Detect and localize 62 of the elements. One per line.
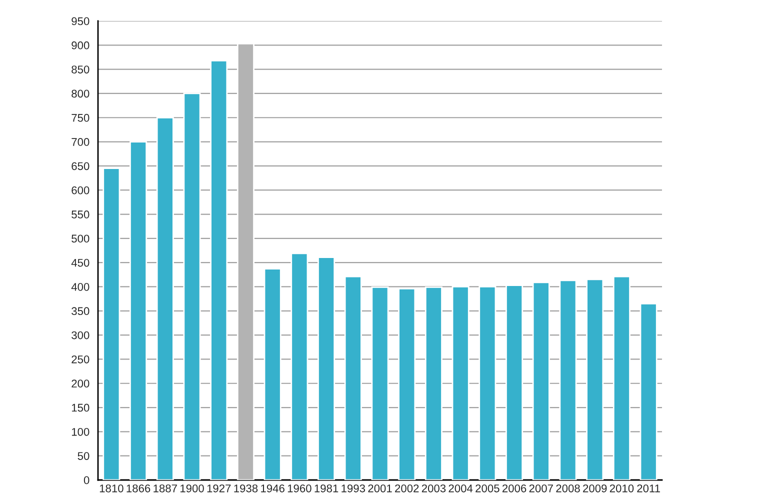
bar	[371, 286, 389, 480]
y-tick-label: 950	[72, 17, 90, 26]
x-tick-label: 2011	[637, 484, 660, 492]
y-tick-label: 700	[72, 138, 90, 146]
x-tick-label: 2004	[448, 484, 473, 492]
bar	[586, 278, 604, 480]
x-tick-label: 1900	[180, 484, 204, 492]
x-tick-label: 2003	[422, 484, 446, 492]
x-tick-label: 1927	[207, 484, 231, 492]
x-tick-label: 1960	[288, 484, 312, 492]
y-tick-label: 100	[72, 428, 90, 436]
y-tick-label: 900	[72, 41, 90, 50]
y-tick-label: 850	[72, 66, 90, 74]
bar	[424, 286, 442, 480]
bar	[559, 280, 577, 480]
x-tick-label: 1938	[234, 484, 258, 492]
y-tick-label: 750	[72, 114, 90, 122]
x-tick-label: 1810	[100, 484, 124, 492]
bar	[452, 286, 470, 480]
y-tick-label: 350	[72, 307, 90, 316]
bar	[236, 43, 254, 480]
x-tick-label: 2002	[395, 484, 419, 492]
bar	[640, 302, 658, 480]
x-tick-label: 1981	[314, 484, 338, 492]
bar	[478, 286, 496, 480]
bar	[506, 284, 524, 480]
y-tick-label: 650	[72, 162, 90, 170]
y-tick-label: 250	[72, 355, 90, 364]
y-tick-label: 500	[72, 234, 90, 243]
bar	[290, 252, 308, 480]
y-tick-label: 150	[72, 404, 90, 412]
bar	[532, 282, 550, 480]
bar	[210, 60, 228, 480]
y-tick-label: 200	[72, 380, 90, 388]
bar	[102, 168, 120, 480]
x-tick-label: 2005	[476, 484, 500, 492]
y-tick-label: 400	[71, 283, 90, 291]
y-tick-label: 600	[72, 186, 90, 194]
bar	[264, 268, 282, 480]
bar	[156, 116, 174, 480]
bar	[183, 92, 201, 480]
bar	[130, 141, 148, 480]
x-tick-label: 1887	[154, 484, 177, 492]
x-tick-label: 2009	[583, 484, 607, 492]
bar	[398, 288, 416, 480]
x-tick-label: 1946	[261, 484, 284, 492]
bar	[612, 276, 630, 480]
bar	[318, 256, 336, 480]
y-tick-label: 300	[72, 331, 90, 340]
y-tick-label: 450	[71, 258, 90, 267]
y-tick-label: 550	[72, 210, 90, 218]
x-tick-label: 1866	[126, 484, 150, 492]
x-tick-label: 2008	[556, 484, 580, 492]
y-tick-label: 50	[78, 452, 90, 460]
y-tick-label: 0	[84, 476, 90, 484]
y-tick-label: 800	[72, 90, 90, 98]
x-tick-label: 2007	[529, 484, 553, 492]
x-tick-label: 1993	[342, 484, 366, 492]
x-tick-label: 2001	[368, 484, 392, 492]
x-tick-label: 2006	[502, 484, 526, 492]
bar	[344, 276, 362, 480]
x-tick-label: 2010	[610, 484, 634, 492]
